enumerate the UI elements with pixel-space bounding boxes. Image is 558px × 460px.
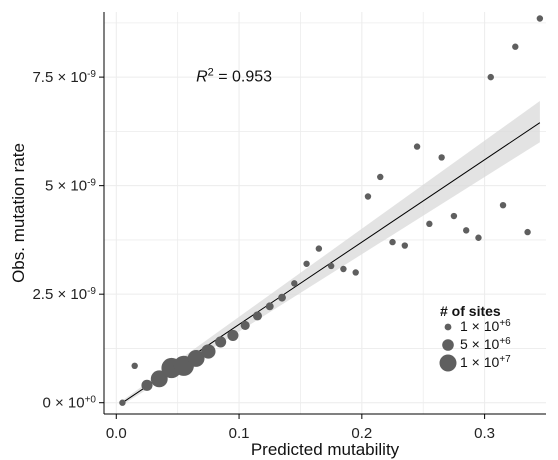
data-point <box>426 220 433 228</box>
data-point <box>150 370 168 388</box>
data-point <box>303 260 310 267</box>
y-tick-label: 2.5 × 10-9 <box>32 286 96 304</box>
confidence-band <box>122 100 540 405</box>
data-point <box>187 349 205 367</box>
legend-title: # of sites <box>440 303 501 319</box>
ticks-layer: 0.0 0.1 0.2 0.3 0 × 10+0 2.5 × 10-9 5 × 10-9 7.… <box>32 69 495 442</box>
x-tick-label: 0.3 <box>474 425 495 442</box>
y-tick-label: 7.5 × 10-9 <box>32 69 96 87</box>
legend-size-marker <box>444 323 452 331</box>
data-point <box>524 228 531 236</box>
x-axis-title: Predicted mutability <box>251 440 400 459</box>
x-tick-label: 0.1 <box>229 425 250 442</box>
confidence-band-layer <box>122 100 540 405</box>
points-layer <box>119 15 544 406</box>
data-point <box>413 143 421 150</box>
data-point <box>227 329 239 341</box>
grid-layer <box>104 12 546 414</box>
x-tick-label: 0.2 <box>351 425 372 442</box>
annotation-layer: R2 = 0.953 <box>196 66 272 85</box>
data-point <box>291 280 298 287</box>
data-point <box>499 201 507 209</box>
data-point <box>401 242 409 249</box>
legend-size-label: 1 × 10+6 <box>460 318 511 335</box>
data-point <box>315 245 323 252</box>
data-point <box>377 173 384 181</box>
x-tick-label: 0.0 <box>106 425 127 442</box>
legend-size-label: 5 × 10+6 <box>460 336 511 353</box>
data-point <box>512 43 519 50</box>
data-point <box>389 238 396 246</box>
legend-size-marker <box>442 339 454 351</box>
data-point <box>364 193 372 200</box>
axes-layer <box>103 12 546 415</box>
y-tick-label: 5 × 10-9 <box>45 177 96 195</box>
legend: # of sites 1 × 10+65 × 10+61 × 10+7 <box>439 303 511 372</box>
data-point <box>450 212 458 220</box>
data-point <box>462 227 470 234</box>
data-point <box>327 262 335 270</box>
data-point <box>131 362 138 370</box>
data-point <box>252 311 262 321</box>
data-point <box>240 320 250 330</box>
data-point <box>536 15 544 22</box>
data-point <box>141 379 153 391</box>
data-point <box>119 399 126 406</box>
data-point <box>201 344 216 359</box>
y-axis-title: Obs. mutation rate <box>9 143 28 283</box>
data-point <box>340 265 347 273</box>
data-point <box>475 234 482 241</box>
data-point <box>278 293 286 302</box>
y-tick-label: 0 × 10+0 <box>42 394 96 412</box>
legend-size-label: 1 × 10+7 <box>460 354 511 371</box>
data-point <box>438 154 445 161</box>
data-point <box>215 336 227 348</box>
legend-size-marker <box>439 354 457 372</box>
r-squared-annotation: R2 = 0.953 <box>196 66 272 85</box>
data-point <box>487 73 494 81</box>
data-point <box>265 302 274 311</box>
legend-items: 1 × 10+65 × 10+61 × 10+7 <box>439 318 511 372</box>
data-point <box>352 269 359 276</box>
